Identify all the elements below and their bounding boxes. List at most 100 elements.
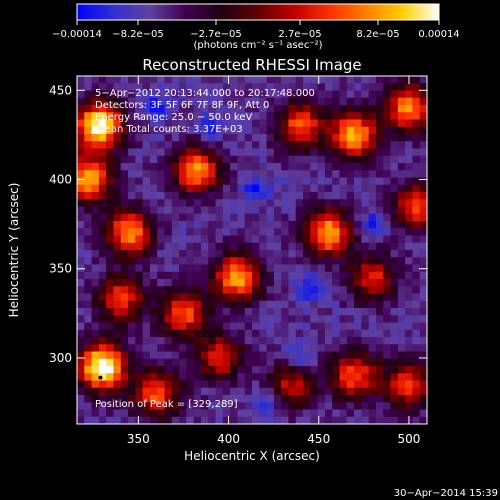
heatmap-cell (164, 264, 173, 273)
heatmap-cell (106, 221, 115, 229)
heatmap-cell (200, 105, 209, 113)
heatmap-cell (259, 387, 268, 396)
heatmap-cell (222, 300, 231, 309)
heatmap-cell (252, 177, 260, 186)
heatmap-cell (281, 228, 290, 237)
heatmap-cell (281, 141, 290, 150)
heatmap-cell (310, 170, 319, 179)
heatmap-cell (142, 409, 151, 418)
heatmap-cell (259, 105, 268, 113)
heatmap-cell (98, 199, 107, 208)
heatmap-cell (317, 300, 326, 309)
heatmap-cell (405, 163, 414, 171)
heatmap-cell (215, 112, 224, 121)
heatmap-cell (368, 358, 377, 367)
heatmap-cell (266, 112, 275, 121)
heatmap-cell (288, 213, 297, 222)
heatmap-cell (317, 141, 326, 150)
heatmap-cell (310, 119, 319, 128)
heatmap-cell (346, 300, 355, 309)
heatmap-cell (266, 293, 275, 302)
heatmap-cell (208, 206, 217, 215)
heatmap-cell (77, 257, 85, 266)
heatmap-cell (164, 105, 173, 113)
heatmap-cell (273, 119, 282, 128)
heatmap-cell (179, 206, 187, 215)
heatmap-cell (186, 322, 195, 331)
heatmap-cell (171, 76, 180, 84)
heatmap-cell (186, 286, 195, 295)
heatmap-cell (128, 329, 136, 338)
heatmap-cell (383, 257, 392, 266)
heatmap-cell (237, 221, 246, 229)
heatmap-cell (266, 250, 275, 258)
heatmap-cell (303, 126, 311, 135)
heatmap-cell (339, 105, 348, 113)
heatmap-cell (303, 387, 311, 396)
heatmap-cell (128, 170, 136, 179)
heatmap-cell (208, 329, 217, 338)
heatmap-cell (346, 395, 355, 403)
heatmap-cell (346, 286, 355, 295)
heatmap-cell (128, 199, 136, 208)
heatmap-cell (120, 257, 129, 266)
heatmap-cell (230, 184, 239, 193)
heatmap-cell (91, 206, 100, 215)
heatmap-cell (368, 250, 377, 258)
heatmap-cell (98, 337, 107, 345)
heatmap-cell (354, 199, 362, 208)
heatmap-cell (339, 416, 348, 424)
heatmap-cell (310, 366, 319, 374)
heatmap-cell (346, 134, 355, 142)
heatmap-cell (303, 192, 311, 200)
heatmap-cell (259, 141, 268, 150)
heatmap-cell (237, 163, 246, 171)
heatmap-cell (237, 402, 246, 411)
heatmap-cell (412, 112, 421, 121)
heatmap-cell (128, 105, 136, 113)
heatmap-cell (273, 242, 282, 251)
heatmap-cell (346, 264, 355, 273)
heatmap-cell (84, 351, 93, 360)
heatmap-cell (303, 155, 311, 164)
heatmap-cell (361, 155, 370, 164)
heatmap-cell (368, 257, 377, 266)
heatmap-cell (91, 105, 100, 113)
heatmap-cell (252, 112, 260, 121)
heatmap-cell (193, 409, 202, 418)
heatmap-cell (412, 199, 421, 208)
heatmap-cell (346, 344, 355, 353)
heatmap-cell (339, 380, 348, 389)
heatmap-cell (288, 337, 297, 345)
heatmap-cell (354, 206, 362, 215)
heatmap-cell (77, 300, 85, 309)
heatmap-cell (84, 380, 93, 389)
heatmap-cell (405, 358, 414, 367)
heatmap-cell (244, 257, 253, 266)
heatmap-cell (354, 329, 362, 338)
heatmap-cell (266, 242, 275, 251)
heatmap-cell (200, 293, 209, 302)
heatmap-cell (157, 97, 166, 106)
heatmap-cell (77, 134, 85, 142)
heatmap-cell (135, 112, 144, 121)
heatmap-cell (383, 373, 392, 382)
heatmap-cell (346, 315, 355, 324)
heatmap-cell (179, 250, 187, 258)
heatmap-cell (324, 235, 333, 244)
heatmap-cell (259, 199, 268, 208)
heatmap-cell (186, 141, 195, 150)
heatmap-cell (230, 199, 239, 208)
heatmap-cell (142, 279, 151, 287)
heatmap-cell (383, 271, 392, 280)
heatmap-cell (171, 279, 180, 287)
heatmap-cell (98, 192, 107, 200)
heatmap-cell (303, 228, 311, 237)
heatmap-cell (375, 300, 384, 309)
heatmap-cell (273, 315, 282, 324)
heatmap-cell (98, 119, 107, 128)
heatmap-cell (171, 235, 180, 244)
heatmap-cell (179, 141, 187, 150)
heatmap-cell (303, 315, 311, 324)
heatmap-cell (405, 192, 414, 200)
